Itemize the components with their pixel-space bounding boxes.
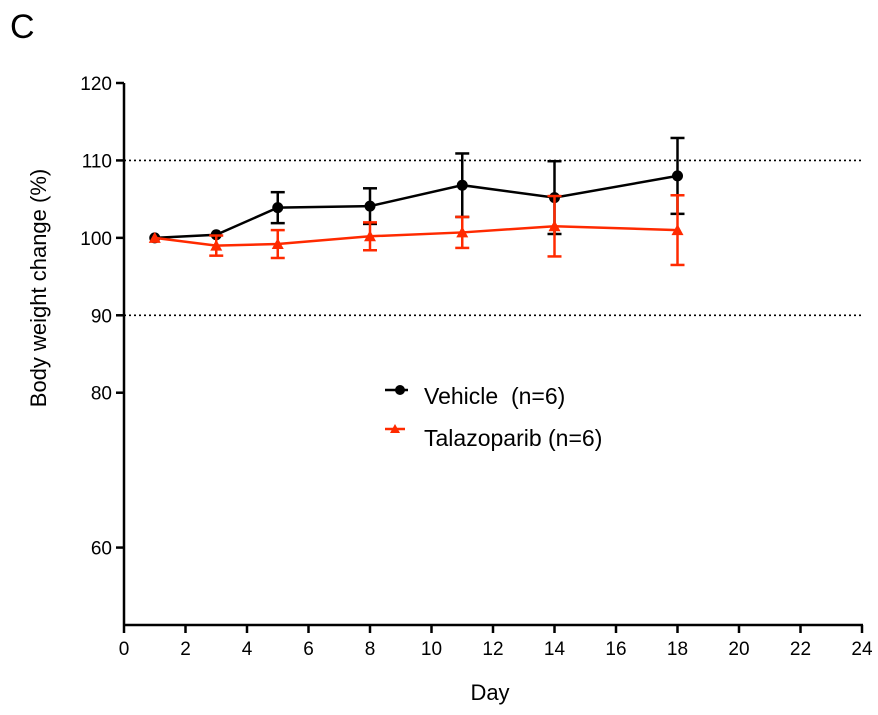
legend-marker-vehicle bbox=[395, 385, 405, 395]
reference-lines bbox=[124, 159, 862, 317]
y-axis-label: Body weight change (%) bbox=[26, 169, 51, 407]
legend: Vehicle (n=6) Talazoparib (n=6) bbox=[385, 383, 602, 451]
x-tick-label: 16 bbox=[605, 639, 626, 660]
legend-label-talazoparib: Talazoparib (n=6) bbox=[424, 425, 602, 451]
data-point bbox=[271, 238, 284, 250]
y-tick-label: 80 bbox=[91, 384, 112, 405]
series-line bbox=[154, 224, 678, 247]
data-point bbox=[148, 231, 161, 243]
y-axis-ticks: 60 80 90 100 110 120 bbox=[80, 74, 124, 560]
legend-item-vehicle: Vehicle (n=6) bbox=[385, 383, 565, 409]
data-point bbox=[272, 202, 284, 214]
data-point bbox=[210, 239, 223, 251]
data-point bbox=[671, 224, 684, 236]
data-point bbox=[672, 170, 683, 182]
x-tick-label: 18 bbox=[667, 639, 688, 660]
x-tick-label: 2 bbox=[180, 639, 191, 660]
data-point bbox=[456, 179, 468, 191]
x-tick-label: 0 bbox=[119, 639, 130, 660]
x-tick-label: 8 bbox=[365, 639, 376, 660]
y-tick-label: 110 bbox=[82, 151, 112, 172]
x-tick-label: 4 bbox=[242, 639, 253, 660]
x-tick-label: 24 bbox=[851, 639, 873, 660]
x-tick-label: 14 bbox=[544, 639, 566, 660]
data-point bbox=[456, 226, 469, 238]
data-point bbox=[364, 230, 376, 242]
x-tick-label: 10 bbox=[421, 639, 442, 660]
legend-item-talazoparib: Talazoparib (n=6) bbox=[385, 424, 602, 451]
data-point bbox=[364, 200, 376, 212]
panel-label: C bbox=[10, 8, 35, 46]
legend-label-vehicle: Vehicle (n=6) bbox=[424, 383, 565, 409]
series-talazoparib bbox=[148, 194, 685, 267]
x-axis-ticks: 0 2 4 6 8 10 12 14 16 18 20 22 24 bbox=[119, 625, 873, 660]
x-tick-label: 22 bbox=[790, 639, 811, 660]
data-point bbox=[548, 220, 561, 232]
x-axis-label: Day bbox=[470, 680, 509, 705]
y-tick-label: 90 bbox=[91, 306, 112, 327]
legend-marker-talazoparib bbox=[390, 424, 400, 433]
y-tick-label: 60 bbox=[91, 539, 112, 560]
x-tick-label: 20 bbox=[728, 639, 749, 660]
x-tick-label: 12 bbox=[482, 639, 503, 660]
x-tick-label: 6 bbox=[303, 639, 314, 660]
y-tick-label: 100 bbox=[80, 229, 112, 250]
y-tick-label: 120 bbox=[80, 74, 112, 95]
series-layer bbox=[148, 136, 685, 267]
